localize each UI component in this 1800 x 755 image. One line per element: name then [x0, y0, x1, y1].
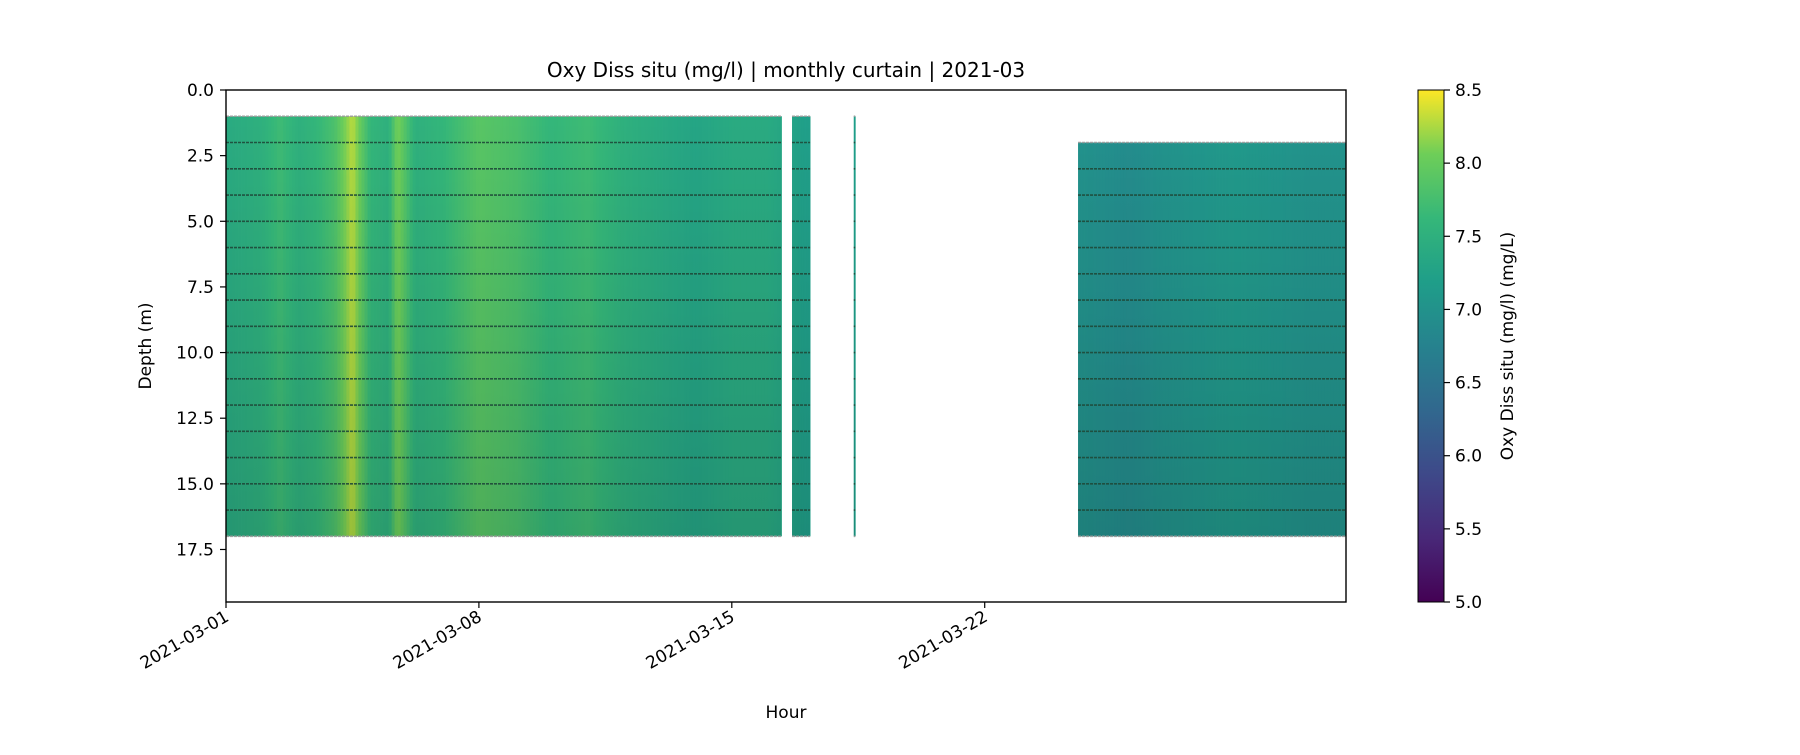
colorbar-label: Oxy Diss situ (mg/l) (mg/L) [1498, 232, 1518, 461]
plot-frame [225, 89, 1347, 603]
colorbar-ticks: 5.0 5.5 6.0 6.5 7.0 7.5 8.0 8.5 [1444, 81, 1482, 613]
colorbar-tick-label: 6.5 [1455, 374, 1482, 394]
colorbar-tick-label: 8.0 [1455, 154, 1482, 174]
y-tick-label: 2.5 [187, 147, 214, 167]
chart-title: Oxy Diss situ (mg/l) | monthly curtain |… [547, 58, 1025, 82]
x-tick-label: 2021-03-15 [643, 607, 739, 674]
y-axis: 0.0 2.5 5.0 7.5 10.0 12.5 15.0 17.5 [176, 81, 226, 560]
depth-shading [1078, 142, 1346, 537]
x-tick-label: 2021-03-08 [390, 607, 486, 674]
colorbar-tick-label: 5.5 [1455, 520, 1482, 540]
y-axis-label: Depth (m) [136, 302, 156, 389]
colorbar-gradient [1417, 89, 1445, 603]
colorbar-tick-label: 8.5 [1455, 81, 1482, 101]
colorbar-tick-label: 6.0 [1455, 447, 1482, 467]
colorbar-tick-label: 7.0 [1455, 300, 1482, 320]
y-tick-label: 7.5 [187, 278, 214, 298]
y-tick-label: 10.0 [176, 344, 214, 364]
colorbar-tick-label: 5.0 [1455, 593, 1482, 613]
y-tick-label: 12.5 [176, 409, 214, 429]
x-tick-label: 2021-03-22 [896, 607, 992, 674]
y-tick-label: 17.5 [176, 540, 214, 560]
x-axis: 2021-03-01 2021-03-08 2021-03-15 2021-03-22 [137, 602, 991, 674]
colorbar-tick-label: 7.5 [1455, 227, 1482, 247]
x-tick-label: 2021-03-01 [137, 607, 233, 674]
y-tick-label: 5.0 [187, 212, 214, 232]
x-axis-label: Hour [766, 703, 807, 723]
sensor-lines [226, 115, 1346, 538]
colorbar: 5.0 5.5 6.0 6.5 7.0 7.5 8.0 8.5 Oxy Diss situ (… [1417, 81, 1518, 613]
y-tick-label: 15.0 [176, 475, 214, 495]
y-tick-label: 0.0 [187, 81, 214, 101]
